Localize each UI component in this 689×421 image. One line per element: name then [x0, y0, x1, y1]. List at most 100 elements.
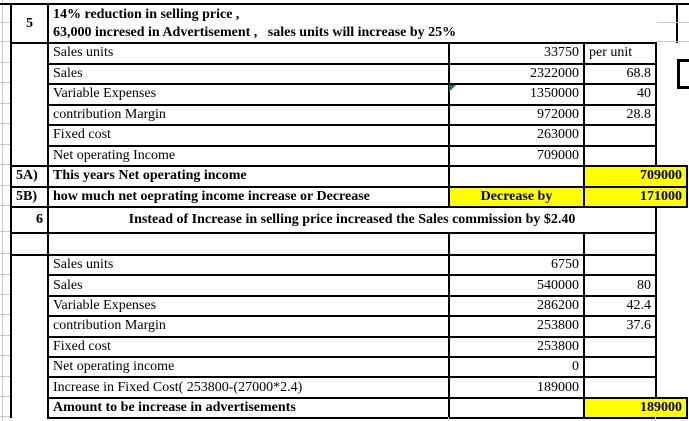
- cell-empty[interactable]: [656, 275, 677, 295]
- cell-label[interactable]: Variable Expenses: [47, 294, 450, 318]
- cell-label[interactable]: Variable Expenses: [47, 83, 450, 106]
- cell-unit[interactable]: 42.4: [584, 294, 658, 318]
- cell-5a-result[interactable]: 709000: [584, 165, 689, 188]
- cell-value[interactable]: 253800: [449, 335, 585, 358]
- cell-label[interactable]: Sales: [47, 274, 450, 297]
- cell-label[interactable]: contribution Margin: [47, 315, 450, 338]
- cell-unit[interactable]: 28.8: [584, 103, 658, 126]
- cell-label[interactable]: Fixed cost: [47, 124, 450, 147]
- cell-unit[interactable]: [584, 124, 658, 147]
- cell-empty[interactable]: [656, 146, 677, 167]
- cell-final-label[interactable]: Amount to be increase in advertisements: [47, 396, 450, 420]
- cell-empty[interactable]: [656, 84, 677, 105]
- cell-empty[interactable]: [656, 125, 677, 146]
- cell-empty-gutter[interactable]: [10, 255, 49, 419]
- cell-empty[interactable]: [677, 275, 687, 295]
- cell-empty[interactable]: [47, 232, 450, 256]
- cell-empty[interactable]: [677, 146, 687, 167]
- cell-value[interactable]: 6750: [449, 253, 585, 277]
- cell-label[interactable]: Fixed cost: [47, 335, 450, 358]
- cell-value[interactable]: 1350000: [449, 83, 585, 106]
- cell-unit[interactable]: [584, 376, 658, 399]
- cell-value[interactable]: 33750: [449, 42, 585, 65]
- cell-empty[interactable]: [656, 233, 677, 255]
- cell-row-label-6[interactable]: 6: [10, 206, 49, 234]
- cell-empty[interactable]: [677, 255, 687, 275]
- gridline: [0, 416, 10, 417]
- active-cell-selection-border[interactable]: [677, 59, 689, 89]
- cell-empty[interactable]: [656, 357, 677, 377]
- cell-empty[interactable]: [656, 255, 677, 275]
- cell-row-label-5b[interactable]: 5B): [10, 185, 49, 208]
- cell-scenario-5-title[interactable]: 14% reduction in selling price , 63,000 …: [48, 3, 657, 44]
- cell-label[interactable]: contribution Margin: [47, 103, 450, 126]
- cell-label[interactable]: Net operating Income: [47, 144, 450, 167]
- gridline: [0, 205, 10, 206]
- cell-label[interactable]: Sales: [47, 62, 450, 85]
- cell-empty[interactable]: [677, 3, 688, 43]
- cell-label[interactable]: Sales units: [47, 253, 450, 277]
- cell-unit[interactable]: 68.8: [584, 62, 658, 85]
- cell-empty[interactable]: [449, 232, 585, 256]
- cell-empty[interactable]: [656, 316, 677, 336]
- cell-label[interactable]: Net operating income: [47, 355, 450, 379]
- cell-empty[interactable]: [677, 125, 687, 146]
- cell-empty[interactable]: [656, 105, 677, 126]
- cell-empty[interactable]: [656, 337, 677, 357]
- cell-empty[interactable]: [10, 232, 49, 256]
- cell-unit[interactable]: [584, 335, 658, 358]
- cell-empty[interactable]: [656, 43, 677, 64]
- cell-5b-description[interactable]: how much net oeprating income increase o…: [47, 185, 450, 208]
- cell-unit[interactable]: 37.6: [584, 315, 658, 338]
- cell-empty[interactable]: [677, 377, 687, 397]
- cell-label[interactable]: Sales units: [47, 42, 450, 65]
- cell-value[interactable]: 253800: [449, 315, 585, 338]
- cell-empty[interactable]: [677, 296, 687, 316]
- cell-row-label-5[interactable]: 5: [10, 3, 49, 44]
- cell-value[interactable]: 263000: [449, 124, 585, 147]
- cell-unit[interactable]: [584, 355, 658, 379]
- cell-final-result[interactable]: 189000: [584, 396, 689, 420]
- cell-empty[interactable]: [677, 105, 687, 126]
- gridline: [2, 0, 3, 421]
- cell-empty[interactable]: [677, 233, 687, 255]
- cell-empty[interactable]: [656, 207, 677, 233]
- cell-empty[interactable]: [677, 357, 687, 377]
- gridline: [0, 335, 10, 336]
- cell-empty-gutter[interactable]: [10, 43, 49, 166]
- gridline: [0, 253, 10, 254]
- gridline: [0, 376, 10, 377]
- cell-label[interactable]: Increase in Fixed Cost( 253800-(27000*2.…: [47, 376, 450, 399]
- table-top-border: [0, 3, 10, 5]
- cell-5b-action[interactable]: Decrease by: [449, 185, 585, 208]
- cell-value[interactable]: 709000: [449, 144, 585, 167]
- cell-unit[interactable]: [584, 144, 658, 167]
- cell-empty[interactable]: [677, 337, 687, 357]
- cell-value[interactable]: 286200: [449, 294, 585, 318]
- cell-value[interactable]: 189000: [449, 376, 585, 399]
- cell-empty[interactable]: [584, 232, 658, 256]
- cell-unit[interactable]: 40: [584, 83, 658, 106]
- cell-value[interactable]: 972000: [449, 103, 585, 126]
- cell-error-triangle-icon: [449, 85, 456, 92]
- cell-empty[interactable]: [677, 207, 687, 233]
- cell-unit[interactable]: per unit: [584, 42, 658, 65]
- cell-5a-description[interactable]: This years Net operating income: [47, 165, 450, 188]
- table-top-border: [686, 3, 689, 5]
- cell-5b-result[interactable]: 171000: [584, 185, 689, 208]
- cell-empty[interactable]: [656, 64, 677, 85]
- cell-row-label-5a[interactable]: 5A): [10, 165, 49, 188]
- cell-empty[interactable]: [656, 296, 677, 316]
- cell-empty[interactable]: [656, 377, 677, 397]
- cell-empty[interactable]: [449, 165, 585, 188]
- cell-unit[interactable]: 80: [584, 274, 658, 297]
- cell-value[interactable]: 2322000: [449, 62, 585, 85]
- cell-empty[interactable]: [656, 3, 679, 43]
- cell-scenario-6-title[interactable]: Instead of Increase in selling price inc…: [48, 206, 658, 234]
- gridline: [0, 144, 10, 145]
- cell-value[interactable]: 0: [449, 355, 585, 379]
- cell-unit[interactable]: [584, 253, 658, 277]
- cell-empty[interactable]: [449, 396, 585, 420]
- cell-empty[interactable]: [677, 316, 687, 336]
- cell-value[interactable]: 540000: [449, 274, 585, 297]
